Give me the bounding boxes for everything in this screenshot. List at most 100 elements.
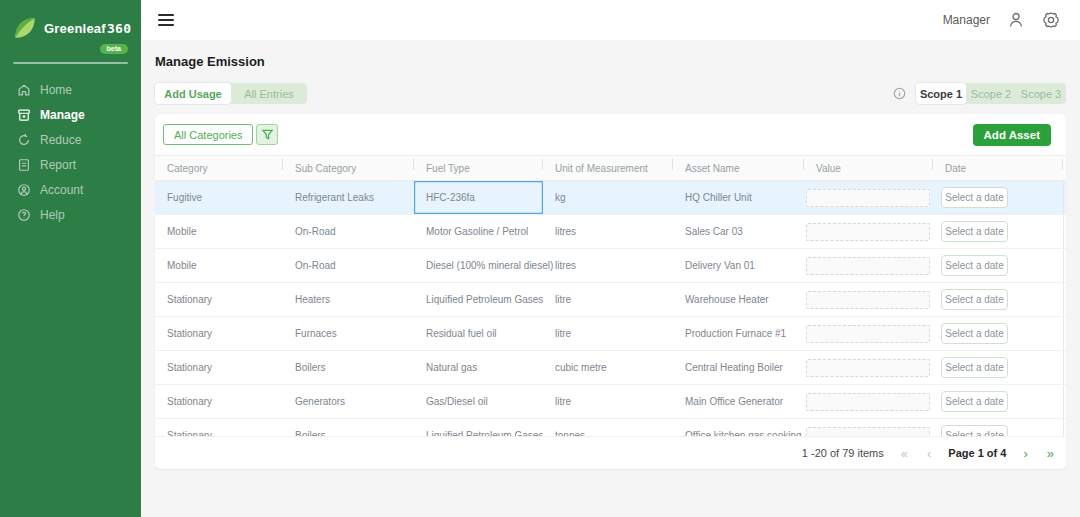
date-picker-button[interactable]: Select a date: [941, 289, 1008, 310]
table-header-row: Category Sub Category Fuel Type Unit of …: [155, 155, 1066, 181]
report-icon: [17, 158, 31, 172]
info-icon[interactable]: [893, 87, 906, 100]
date-picker-button[interactable]: Select a date: [941, 425, 1008, 436]
tab-scope-1[interactable]: Scope 1: [916, 83, 966, 104]
content: Manage Emission Add Usage All Entries Sc…: [141, 40, 1080, 517]
sidebar-divider: [13, 62, 128, 64]
reduce-icon: [17, 133, 31, 147]
cell-fuel-type[interactable]: Natural gas: [414, 351, 543, 384]
tab-scope-3[interactable]: Scope 3: [1016, 83, 1066, 104]
scope-tabs: Scope 1 Scope 2 Scope 3: [916, 83, 1066, 104]
sidebar-item-manage[interactable]: Manage: [0, 102, 141, 127]
table-row[interactable]: Stationary Generators Gas/Diesel oil lit…: [155, 385, 1066, 419]
cell-sub-category: Furnaces: [283, 317, 414, 350]
sidebar-item-label: Home: [40, 83, 72, 97]
cell-sub-category: Refrigerant Leaks: [283, 181, 414, 214]
gear-icon[interactable]: [1042, 11, 1060, 29]
value-input[interactable]: [806, 325, 930, 343]
user-icon[interactable]: [1007, 11, 1025, 29]
sidebar-item-account[interactable]: Account: [0, 177, 141, 202]
column-header-category: Category: [155, 163, 283, 174]
date-picker-button[interactable]: Select a date: [941, 391, 1008, 412]
cell-asset-name: HQ Chiller Unit: [673, 181, 804, 214]
value-input[interactable]: [806, 393, 930, 411]
topbar: Manager: [141, 0, 1080, 40]
date-picker-button[interactable]: Select a date: [941, 357, 1008, 378]
brand-logo: Greenleaf 360: [0, 0, 141, 41]
cell-fuel-type[interactable]: Gas/Diesel oil: [414, 385, 543, 418]
tab-all-entries[interactable]: All Entries: [231, 83, 307, 104]
cell-category: Fugitive: [155, 181, 283, 214]
prev-page-icon[interactable]: ‹: [925, 447, 933, 460]
cell-unit: cubic metre: [543, 351, 673, 384]
menu-icon[interactable]: [158, 11, 174, 29]
pagination: 1 -20 of 79 items « ‹ Page 1 of 4 › »: [155, 436, 1066, 469]
cell-asset-name: Central Heating Boiler: [673, 351, 804, 384]
table-row[interactable]: Stationary Boilers Liquified Petroleum G…: [155, 419, 1066, 436]
cell-category: Stationary: [155, 419, 283, 436]
value-input[interactable]: [806, 359, 930, 377]
first-page-icon[interactable]: «: [899, 447, 910, 460]
cell-fuel-type-selected[interactable]: HFC-236fa: [414, 181, 543, 214]
cell-category: Stationary: [155, 351, 283, 384]
date-picker-button[interactable]: Select a date: [941, 255, 1008, 276]
cell-category: Mobile: [155, 249, 283, 282]
value-input[interactable]: [806, 257, 930, 275]
sidebar-item-label: Account: [40, 183, 83, 197]
sidebar-item-reduce[interactable]: Reduce: [0, 127, 141, 152]
cell-asset-name: Main Office Generator: [673, 385, 804, 418]
manage-icon: [17, 108, 31, 122]
home-icon: [17, 83, 31, 97]
cell-category: Stationary: [155, 283, 283, 316]
sidebar-item-help[interactable]: Help: [0, 202, 141, 227]
value-input[interactable]: [806, 427, 930, 437]
cell-unit: litre: [543, 317, 673, 350]
sidebar-item-home[interactable]: Home: [0, 77, 141, 102]
help-icon: [17, 208, 31, 222]
table-row[interactable]: Fugitive Refrigerant Leaks HFC-236fa kg …: [155, 181, 1066, 215]
filter-funnel-icon: [262, 129, 273, 140]
cell-fuel-type[interactable]: Liquified Petroleum Gases: [414, 283, 543, 316]
value-input[interactable]: [806, 189, 930, 207]
pagination-summary: 1 -20 of 79 items: [802, 447, 884, 459]
value-input[interactable]: [806, 223, 930, 241]
cell-stub: [1063, 181, 1066, 214]
table-row[interactable]: Stationary Heaters Liquified Petroleum G…: [155, 283, 1066, 317]
app-window: Greenleaf 360 beta Home Manage Reduce Re…: [0, 0, 1080, 517]
tabs-row: Add Usage All Entries Scope 1 Scope 2 Sc…: [155, 83, 1066, 104]
table-row[interactable]: Stationary Furnaces Residual fuel oil li…: [155, 317, 1066, 351]
cell-fuel-type[interactable]: Residual fuel oil: [414, 317, 543, 350]
value-input[interactable]: [806, 291, 930, 309]
cell-sub-category: Boilers: [283, 419, 414, 436]
cell-category: Stationary: [155, 317, 283, 350]
filter-button[interactable]: [256, 124, 278, 145]
column-header-asset-name: Asset Name: [673, 163, 804, 174]
emission-table-card: All Categories Add Asset Category Sub Ca…: [155, 114, 1066, 469]
date-picker-button[interactable]: Select a date: [941, 323, 1008, 344]
cell-fuel-type[interactable]: Motor Gasoline / Petrol: [414, 215, 543, 248]
sidebar-item-label: Reduce: [40, 133, 81, 147]
date-picker-button[interactable]: Select a date: [941, 221, 1008, 242]
column-header-date: Date: [933, 163, 1063, 174]
add-asset-button[interactable]: Add Asset: [973, 124, 1051, 146]
categories-dropdown[interactable]: All Categories: [163, 124, 253, 145]
table-row[interactable]: Mobile On-Road Motor Gasoline / Petrol l…: [155, 215, 1066, 249]
leaf-icon: [12, 15, 38, 41]
tab-add-usage[interactable]: Add Usage: [155, 83, 231, 104]
date-picker-button[interactable]: Select a date: [941, 187, 1008, 208]
table-row[interactable]: Stationary Boilers Natural gas cubic met…: [155, 351, 1066, 385]
cell-fuel-type[interactable]: Diesel (100% mineral diesel): [414, 249, 543, 282]
tab-scope-2[interactable]: Scope 2: [966, 83, 1016, 104]
column-header-sub-category: Sub Category: [283, 163, 414, 174]
cell-unit: litre: [543, 385, 673, 418]
cell-unit: litres: [543, 249, 673, 282]
sidebar-item-label: Manage: [40, 108, 85, 122]
page-title: Manage Emission: [155, 54, 1066, 69]
sidebar-item-report[interactable]: Report: [0, 152, 141, 177]
cell-stub: [1063, 351, 1066, 384]
next-page-icon[interactable]: ›: [1021, 447, 1029, 460]
cell-stub: [1063, 385, 1066, 418]
last-page-icon[interactable]: »: [1045, 447, 1056, 460]
table-row[interactable]: Mobile On-Road Diesel (100% mineral dies…: [155, 249, 1066, 283]
cell-fuel-type[interactable]: Liquified Petroleum Gases: [414, 419, 543, 436]
